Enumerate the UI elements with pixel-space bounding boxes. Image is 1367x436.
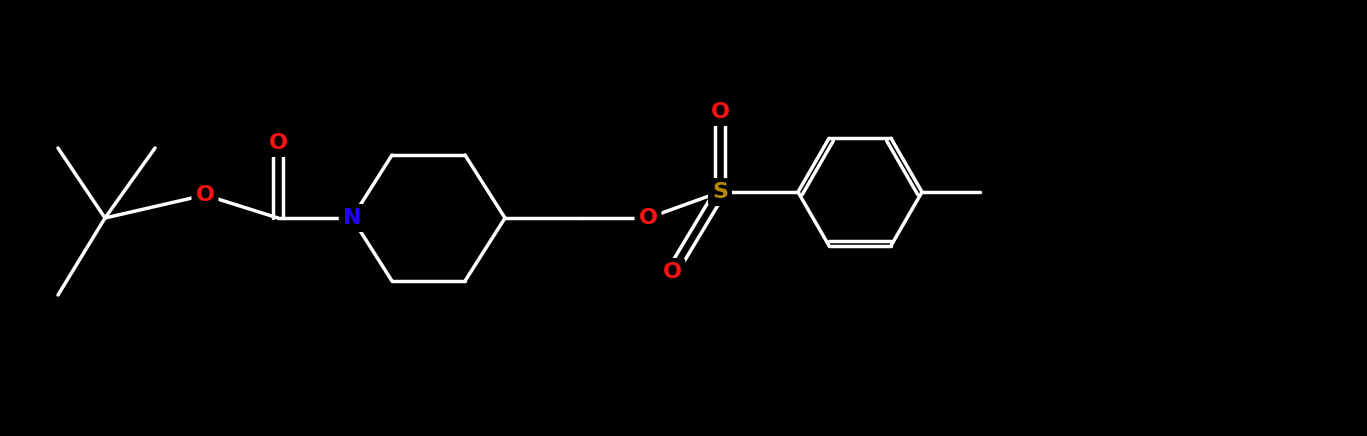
- Text: O: O: [663, 262, 682, 282]
- Text: N: N: [343, 208, 361, 228]
- Text: O: O: [195, 185, 215, 205]
- Text: O: O: [638, 208, 658, 228]
- Text: S: S: [712, 182, 729, 202]
- Text: O: O: [268, 133, 287, 153]
- Text: O: O: [711, 102, 730, 122]
